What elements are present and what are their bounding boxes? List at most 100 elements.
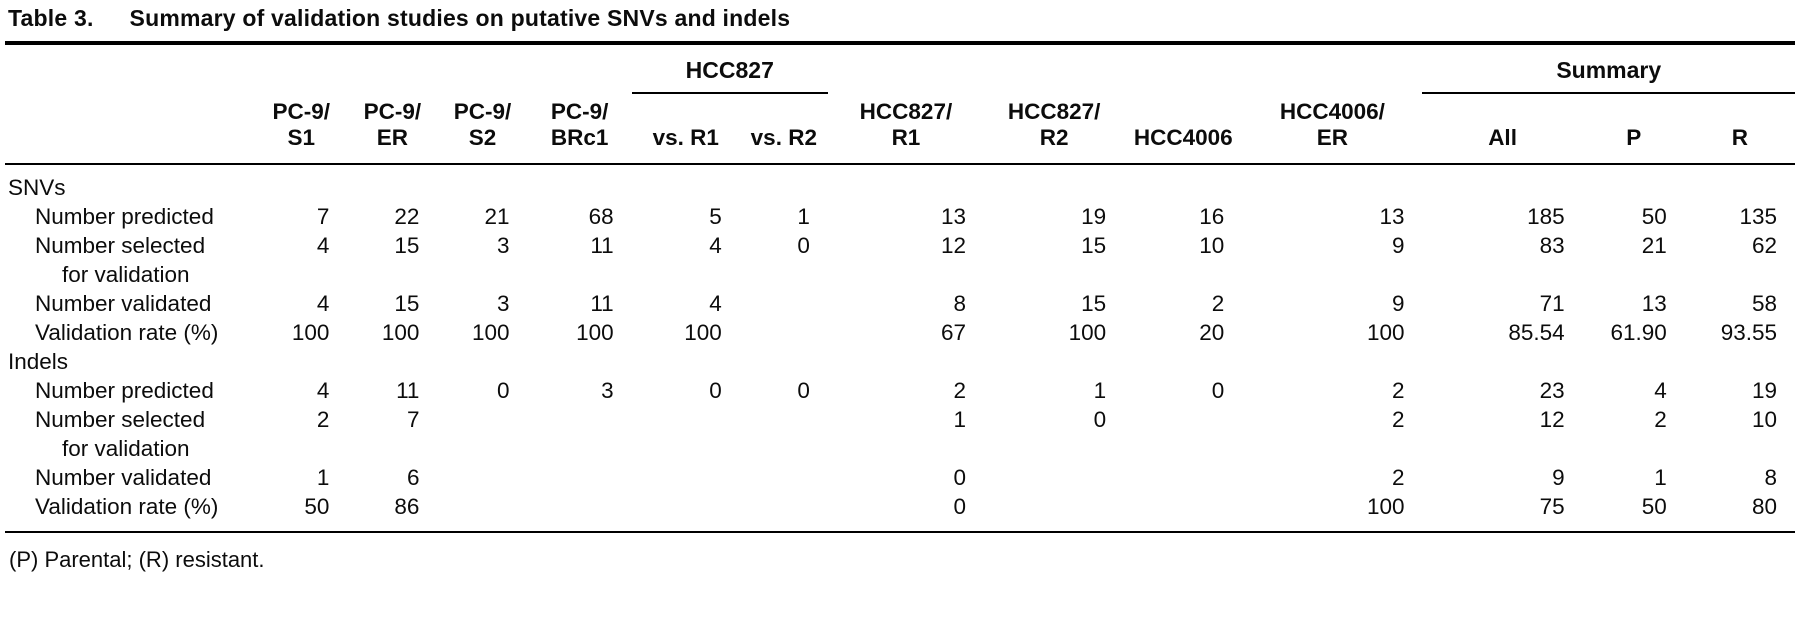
row-label: Number validated bbox=[5, 289, 255, 318]
column-header-line: HCC827/ bbox=[859, 99, 953, 124]
column-header-line: BRc1 bbox=[550, 125, 609, 150]
column-header-r: R bbox=[1684, 93, 1795, 165]
row-label: Number predicted bbox=[5, 202, 255, 231]
cell-value bbox=[740, 463, 828, 492]
cell-value: 1 bbox=[316, 465, 330, 490]
table-row: Number selected for validation 2 7 1 0 2 12 2 10 bbox=[5, 405, 1795, 463]
cell-value: 19 bbox=[1081, 204, 1107, 229]
cell-value: 5 bbox=[709, 204, 722, 229]
table-row: Number selected for validation 4 15 3 11 4 0 12 1… bbox=[5, 231, 1795, 289]
cell-value bbox=[984, 463, 1124, 492]
table-row: Validation rate (%) 50 86 0 100 75 50 80 bbox=[5, 492, 1795, 531]
column-header-line: vs. R2 bbox=[750, 125, 817, 150]
table-title-text: Summary of validation studies on putativ… bbox=[129, 5, 791, 31]
column-header-line: PC-9/ bbox=[363, 99, 422, 124]
cell-value: 16 bbox=[1199, 204, 1225, 229]
cell-value: 61.90 bbox=[1610, 320, 1667, 345]
row-label-line2: for validation bbox=[62, 436, 190, 461]
cell-value: 100 bbox=[472, 320, 510, 345]
cell-value: 2 bbox=[953, 378, 967, 403]
column-header-line: S1 bbox=[287, 125, 316, 150]
cell-value: 185 bbox=[1527, 204, 1565, 229]
cell-value: 13 bbox=[1641, 291, 1667, 316]
cell-value: 8 bbox=[1764, 465, 1777, 490]
cell-value bbox=[528, 463, 632, 492]
cell-value: 100 bbox=[684, 320, 722, 345]
column-header-pc9brc1: PC-9/BRc1 bbox=[527, 93, 632, 165]
cell-value: 23 bbox=[1539, 378, 1565, 403]
cell-value bbox=[632, 492, 740, 531]
cell-value: 4 bbox=[316, 291, 330, 316]
column-header-line: HCC827/ bbox=[1007, 99, 1101, 124]
cell-value: 15 bbox=[394, 233, 420, 258]
cell-value: 2 bbox=[1391, 407, 1405, 432]
cell-value: 11 bbox=[590, 291, 614, 316]
header-spacer bbox=[828, 45, 1423, 93]
row-label-line1: Number selected bbox=[35, 233, 206, 258]
cell-value: 10 bbox=[1751, 407, 1777, 432]
column-header-line: ER bbox=[376, 125, 409, 150]
cell-value: 100 bbox=[1366, 320, 1405, 345]
cell-value: 3 bbox=[497, 291, 510, 316]
cell-value: 13 bbox=[941, 204, 967, 229]
cell-value: 75 bbox=[1539, 494, 1565, 519]
column-header-vsr1: vs. R1 bbox=[631, 93, 740, 165]
cell-value: 11 bbox=[396, 378, 420, 403]
cell-value: 15 bbox=[394, 291, 420, 316]
cell-value: 22 bbox=[394, 204, 420, 229]
cell-value bbox=[740, 492, 828, 531]
cell-value: 12 bbox=[1539, 407, 1565, 432]
column-header-line: PC-9/ bbox=[550, 99, 609, 124]
cell-value: 2 bbox=[1391, 378, 1405, 403]
cell-value: 1 bbox=[797, 204, 810, 229]
cell-value: 3 bbox=[601, 378, 614, 403]
cell-value: 2 bbox=[1211, 291, 1225, 316]
section-label: SNVs bbox=[8, 175, 66, 200]
column-header-hcc4006: HCC4006 bbox=[1124, 93, 1243, 165]
cell-value: 1 bbox=[953, 407, 967, 432]
row-label-line1: Number validated bbox=[35, 465, 212, 490]
cell-value: 71 bbox=[1539, 291, 1565, 316]
cell-value: 100 bbox=[291, 320, 330, 345]
cell-value: 86 bbox=[394, 494, 420, 519]
cell-value bbox=[437, 492, 527, 531]
section-row-snvs: SNVs bbox=[5, 164, 1795, 202]
header-spacer bbox=[5, 45, 632, 93]
column-header-line: vs. R1 bbox=[652, 125, 719, 150]
cell-value bbox=[1124, 405, 1242, 463]
paper-table-figure: Table 3. Summary of validation studies on… bbox=[5, 5, 1795, 572]
cell-value bbox=[740, 318, 828, 347]
cell-value: 2 bbox=[316, 407, 330, 432]
column-header-line: HCC4006 bbox=[1133, 125, 1233, 150]
group-header-row: HCC827 Summary bbox=[5, 45, 1795, 94]
cell-value: 93.55 bbox=[1720, 320, 1777, 345]
cell-value: 12 bbox=[941, 233, 967, 258]
row-label: Validation rate (%) bbox=[5, 492, 255, 531]
cell-value bbox=[528, 405, 632, 463]
column-header-hcc827r1: HCC827/R1 bbox=[827, 93, 985, 165]
table-footnote: (P) Parental; (R) resistant. bbox=[9, 547, 265, 572]
cell-value bbox=[437, 405, 527, 463]
row-label: Number selected for validation bbox=[5, 231, 255, 289]
cell-value bbox=[632, 463, 740, 492]
cell-value: 3 bbox=[497, 233, 510, 258]
table-row: Number validated 4 15 3 11 4 8 15 2 9 71 13 58 bbox=[5, 289, 1795, 318]
cell-value: 21 bbox=[484, 204, 510, 229]
cell-value: 9 bbox=[1391, 291, 1405, 316]
row-label-line1: Number validated bbox=[35, 291, 212, 316]
column-header-line: All bbox=[1488, 125, 1517, 150]
row-label: Validation rate (%) bbox=[5, 318, 255, 347]
cell-value: 1 bbox=[1654, 465, 1667, 490]
table-row: Number predicted 4 11 0 3 0 0 2 1 0 2 23 4 19 bbox=[5, 376, 1795, 405]
row-label: Number selected for validation bbox=[5, 405, 255, 463]
cell-value: 4 bbox=[316, 378, 330, 403]
cell-value: 58 bbox=[1751, 291, 1777, 316]
cell-value: 0 bbox=[953, 465, 967, 490]
cell-value: 4 bbox=[709, 233, 722, 258]
row-label-line1: Validation rate (%) bbox=[35, 320, 219, 345]
column-header-line: R2 bbox=[1039, 125, 1069, 150]
column-header-pc9er: PC-9/ER bbox=[347, 93, 438, 165]
cell-value: 15 bbox=[1081, 291, 1107, 316]
column-header-line: R bbox=[1731, 125, 1748, 150]
column-header-line: P bbox=[1626, 125, 1642, 150]
